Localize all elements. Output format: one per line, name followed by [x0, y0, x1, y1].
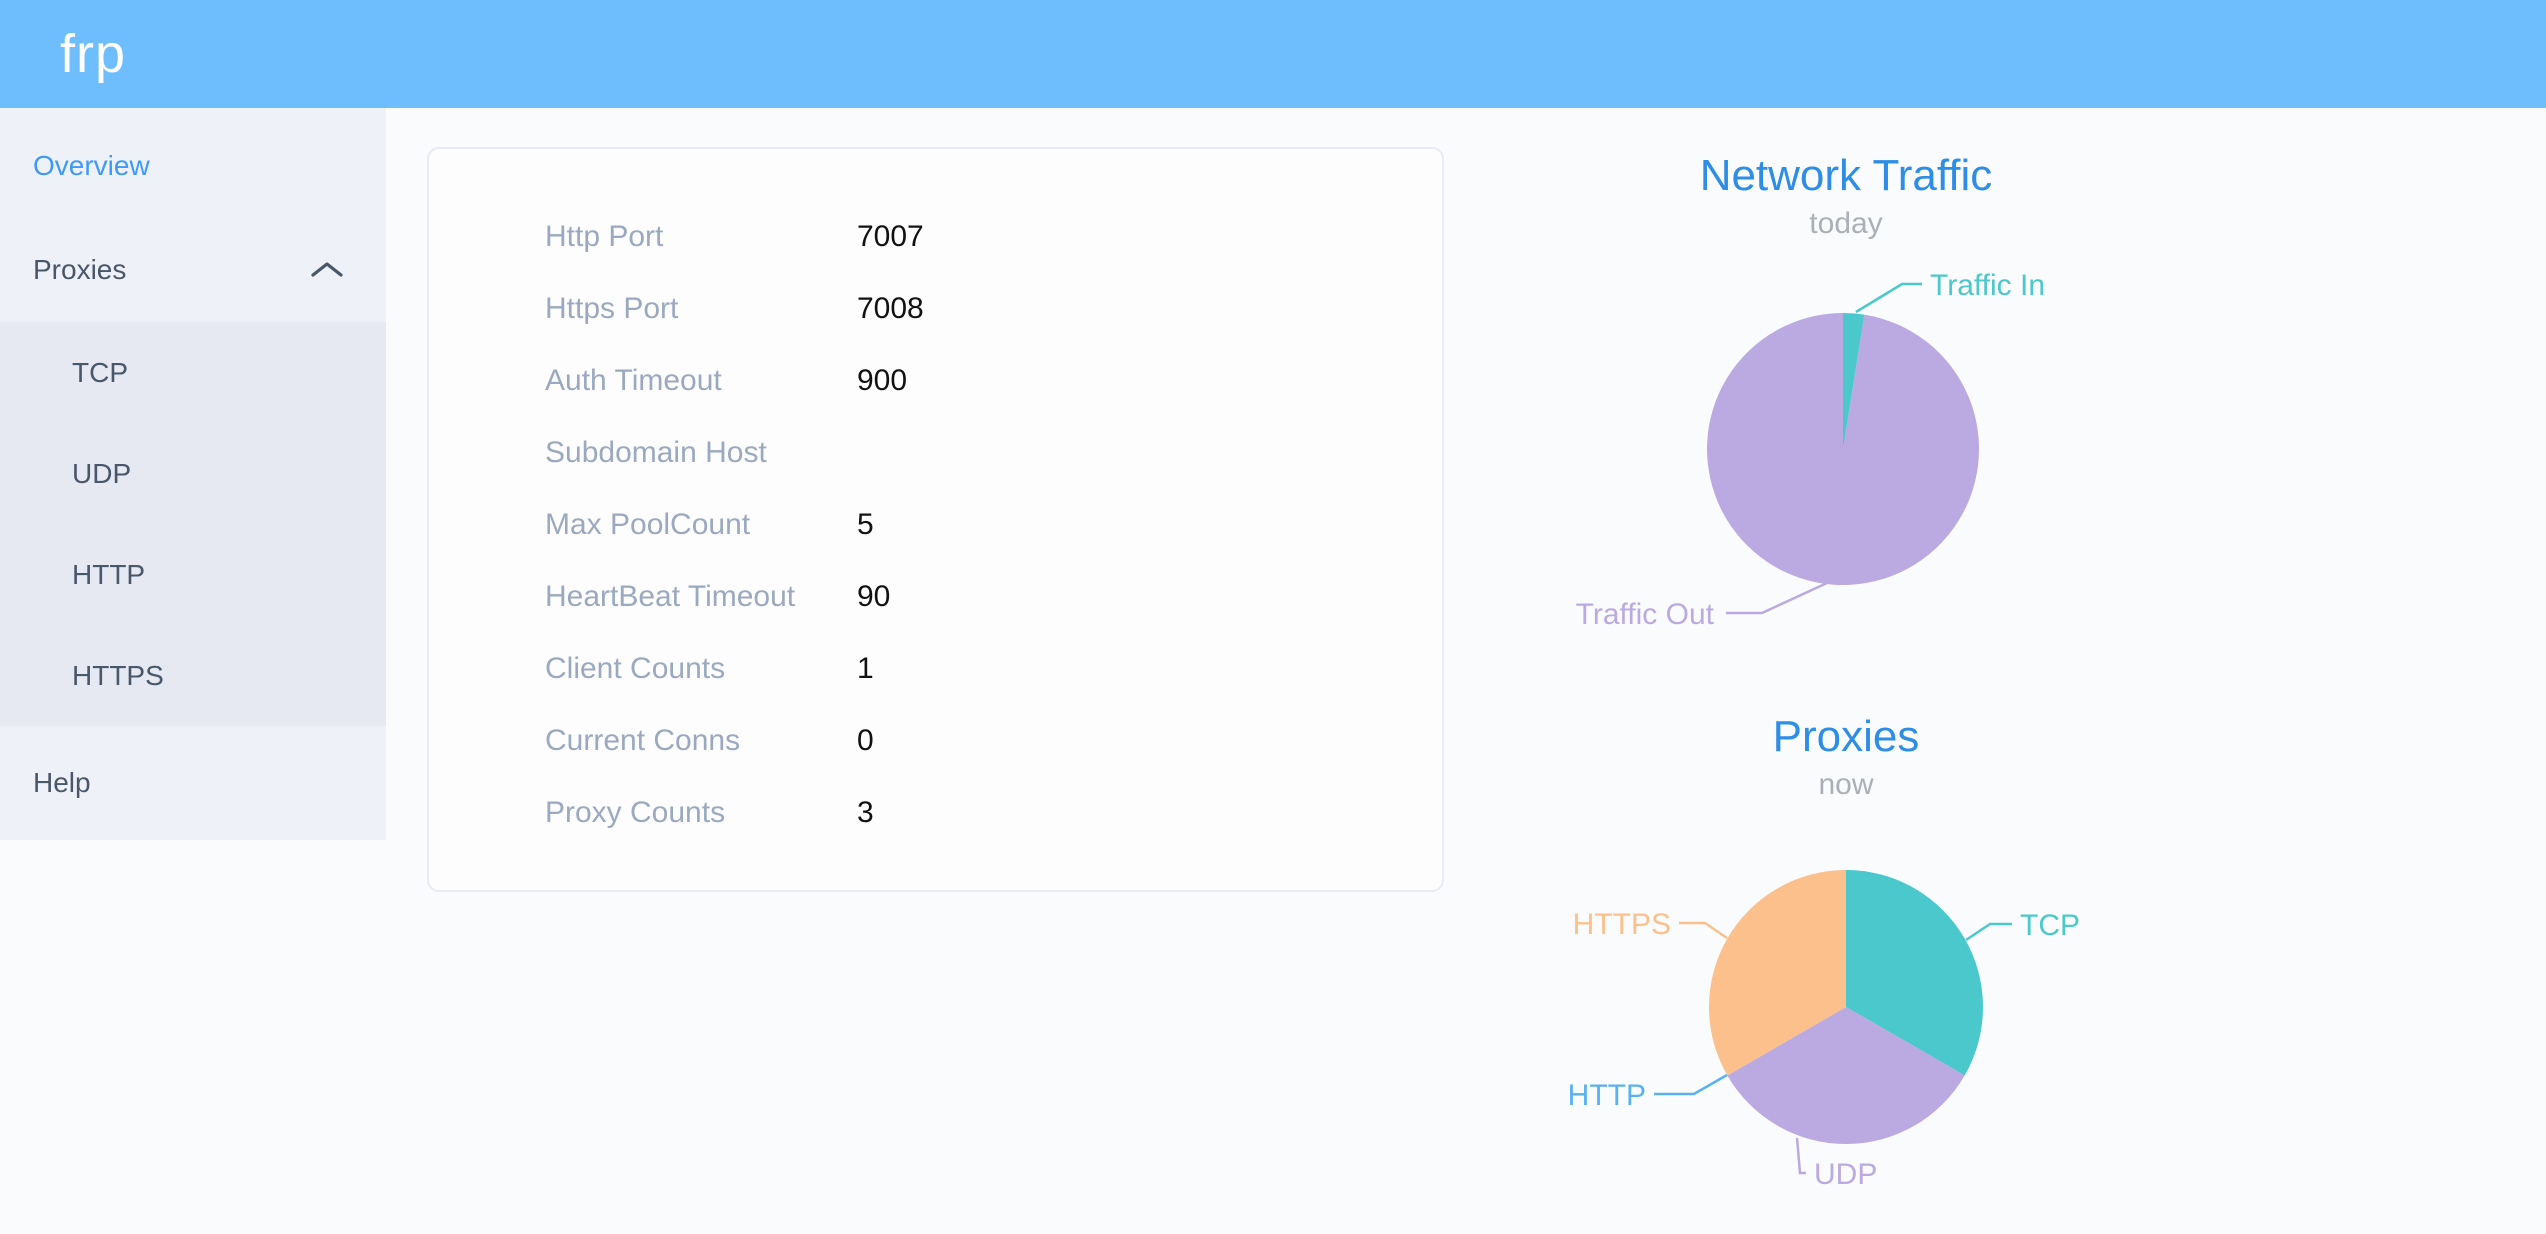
config-row: Auth Timeout 900: [429, 345, 1442, 417]
config-row: Max PoolCount 5: [429, 489, 1442, 561]
sidebar-item-proxies[interactable]: Proxies: [0, 218, 386, 322]
label-line-udp: [1795, 1137, 1806, 1175]
label-line-http: [1654, 1073, 1728, 1096]
pie-slice-traffic-out[interactable]: [1707, 313, 1980, 585]
config-row: Current Conns 0: [429, 705, 1442, 777]
sidebar-item-label: Help: [33, 767, 91, 798]
pie-label-https: HTTPS: [1573, 908, 1671, 941]
pie-label-tcp: TCP: [2020, 909, 2080, 942]
sidebar-item-help[interactable]: Help: [0, 726, 386, 840]
config-label: Https Port: [545, 292, 679, 325]
proxies-title: Proxies: [1772, 712, 1920, 761]
sidebar-item-label: HTTPS: [72, 659, 164, 691]
label-line-tcp: [1965, 922, 2012, 942]
config-value: 1: [857, 652, 874, 685]
config-label: HeartBeat Timeout: [545, 580, 796, 613]
sidebar-item-label: TCP: [72, 356, 128, 388]
label-line-traffic-in: [1855, 282, 1922, 314]
sidebar-item-overview[interactable]: Overview: [0, 114, 386, 218]
sidebar-item-label: Proxies: [33, 254, 127, 285]
config-value: 7008: [857, 292, 924, 325]
config-value: 90: [857, 580, 891, 613]
network-traffic-pie-chart: Traffic In Traffic Out: [1576, 269, 2045, 631]
pie-label-traffic-out: Traffic Out: [1576, 598, 1715, 631]
label-line-https: [1679, 921, 1728, 940]
config-label: Current Conns: [545, 724, 741, 757]
config-label: Max PoolCount: [545, 508, 751, 541]
config-value: 900: [857, 364, 908, 397]
sidebar: Overview Proxies TCP UDP HTTP HT: [0, 108, 386, 840]
config-value: 3: [857, 796, 874, 829]
chevron-up-icon: [311, 262, 343, 277]
sidebar-item-label: UDP: [72, 457, 132, 489]
sidebar-item-label: HTTP: [72, 558, 146, 590]
pie-label-traffic-in: Traffic In: [1930, 269, 2045, 302]
config-label: Http Port: [545, 220, 664, 253]
config-row: Client Counts 1: [429, 633, 1442, 705]
proxies-submenu: TCP UDP HTTP HTTPS: [0, 322, 386, 726]
pie-slice-traffic-in[interactable]: [1843, 313, 1865, 449]
pie-slice-https[interactable]: [1708, 870, 1846, 1076]
config-label: Auth Timeout: [545, 364, 722, 397]
config-label: Client Counts: [545, 652, 726, 685]
config-row: Subdomain Host: [429, 417, 1442, 489]
config-value: 7007: [857, 220, 924, 253]
sidebar-item-https[interactable]: HTTPS: [0, 625, 386, 726]
sidebar-item-label: Overview: [33, 150, 150, 181]
network-traffic-title: Network Traffic: [1699, 151, 1993, 200]
config-row: HeartBeat Timeout 90: [429, 561, 1442, 633]
pie-slice-tcp[interactable]: [1846, 870, 1984, 1076]
sidebar-menu: Overview Proxies TCP UDP HTTP HT: [0, 108, 386, 840]
config-row: Proxy Counts 3: [429, 777, 1442, 849]
config-value: 5: [857, 508, 874, 541]
network-traffic-subtitle: today: [1809, 207, 1883, 240]
config-value: 0: [857, 724, 874, 757]
pie-label-udp: UDP: [1814, 1158, 1877, 1191]
proxies-subtitle: now: [1818, 768, 1874, 801]
config-row: Https Port 7008: [429, 273, 1442, 345]
config-label: Proxy Counts: [545, 796, 726, 829]
label-line-traffic-out: [1726, 581, 1828, 615]
server-config-card: Http Port 7007 Https Port 7008 Auth Time…: [427, 147, 1444, 892]
sidebar-item-tcp[interactable]: TCP: [0, 322, 386, 423]
pie-slice-udp[interactable]: [1727, 1007, 1965, 1145]
config-label: Subdomain Host: [545, 436, 767, 469]
config-row: Http Port 7007: [429, 201, 1442, 273]
pie-label-http: HTTP: [1568, 1079, 1646, 1112]
app-header: frp: [0, 0, 2546, 108]
sidebar-item-udp[interactable]: UDP: [0, 423, 386, 524]
app-logo: frp: [60, 24, 127, 84]
sidebar-item-http[interactable]: HTTP: [0, 524, 386, 625]
proxies-pie-chart: TCP UDP HTTP HTTPS: [1568, 870, 2080, 1191]
